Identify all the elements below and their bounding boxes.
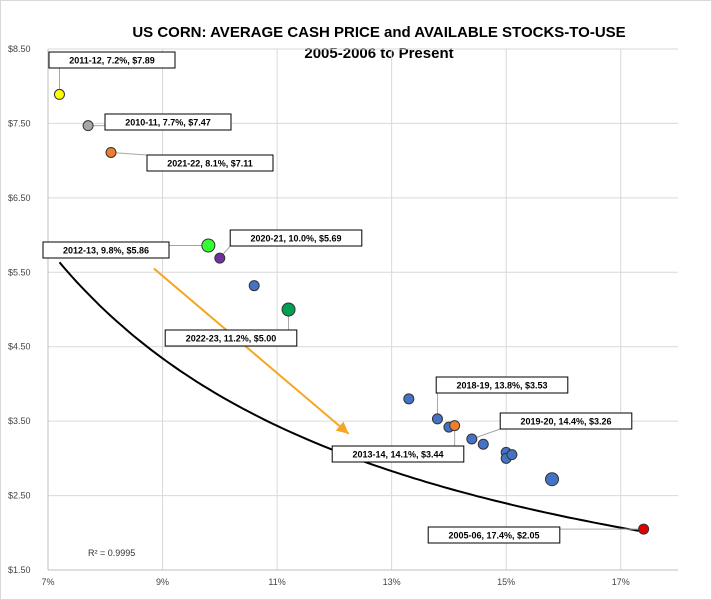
data-point bbox=[53, 88, 65, 100]
orange-arrow bbox=[153, 267, 350, 435]
trendline bbox=[58, 261, 644, 533]
x-tick-label: 7% bbox=[41, 577, 54, 587]
y-tick-label: $1.50 bbox=[8, 565, 31, 575]
callout-label: 2005-06, 17.4%, $2.05 bbox=[448, 531, 539, 541]
data-point bbox=[638, 523, 650, 535]
data-point bbox=[281, 302, 296, 317]
callout-label: 2018-19, 13.8%, $3.53 bbox=[456, 381, 547, 391]
data-points bbox=[53, 88, 650, 535]
callout-box bbox=[499, 412, 633, 430]
data-point bbox=[449, 420, 461, 432]
x-tick-label: 17% bbox=[612, 577, 630, 587]
r-squared-label: R² = 0.9995 bbox=[88, 548, 135, 558]
callout-label: 2011-12, 7.2%, $7.89 bbox=[69, 56, 155, 66]
y-tick-label: $2.50 bbox=[8, 491, 31, 501]
callout-box bbox=[48, 51, 176, 69]
data-point bbox=[214, 252, 226, 264]
x-tick-label: 15% bbox=[497, 577, 515, 587]
callout-box bbox=[427, 526, 561, 544]
y-tick-label: $6.50 bbox=[8, 193, 31, 203]
callout-box bbox=[104, 113, 232, 131]
data-point bbox=[82, 120, 94, 132]
x-tick-label: 9% bbox=[156, 577, 169, 587]
callout-label: 2021-22, 8.1%, $7.11 bbox=[167, 159, 253, 169]
y-tick-label: $4.50 bbox=[8, 342, 31, 352]
callout-leader bbox=[110, 151, 148, 156]
annotation-arrow bbox=[153, 267, 350, 435]
callout-box bbox=[42, 241, 170, 259]
callout-box bbox=[331, 445, 465, 463]
axes: $1.50 $2.50 $3.50 $4.50 $5.50 $6.50 $7.50 $8.50… bbox=[8, 44, 678, 587]
callout-label: 2022-23, 11.2%, $5.00 bbox=[186, 334, 277, 344]
y-tick-label: $3.50 bbox=[8, 416, 31, 426]
data-point bbox=[201, 238, 216, 253]
callout-label: 2020-21, 10.0%, $5.69 bbox=[250, 234, 341, 244]
x-tick-label: 11% bbox=[268, 577, 285, 587]
data-point bbox=[506, 449, 518, 461]
callouts: 2011-12, 7.2%, $7.89 2010-11, 7.7%, $7.47… bbox=[42, 51, 633, 544]
data-point bbox=[403, 393, 415, 405]
data-point bbox=[431, 413, 443, 425]
x-tick-label: 13% bbox=[383, 577, 401, 587]
data-point bbox=[477, 438, 489, 450]
callout-box bbox=[229, 229, 363, 247]
callout-label: 2019-20, 14.4%, $3.26 bbox=[520, 417, 611, 427]
callout-box bbox=[164, 329, 298, 347]
callout-label: 2012-13, 9.8%, $5.86 bbox=[63, 246, 149, 256]
callout-box bbox=[435, 376, 569, 394]
callout-label: 2010-11, 7.7%, $7.47 bbox=[125, 118, 211, 128]
callout-box bbox=[146, 154, 274, 172]
data-point bbox=[105, 146, 117, 158]
chart-title: US CORN: AVERAGE CASH PRICE and AVAILABL… bbox=[132, 24, 626, 41]
y-tick-label: $5.50 bbox=[8, 267, 31, 277]
callout-label: 2013-14, 14.1%, $3.44 bbox=[352, 450, 443, 460]
trendline-path bbox=[58, 261, 644, 533]
y-tick-label: $8.50 bbox=[8, 44, 31, 54]
data-point bbox=[248, 280, 260, 292]
data-point bbox=[466, 433, 478, 445]
y-tick-label: $7.50 bbox=[8, 118, 31, 128]
data-point bbox=[545, 472, 559, 487]
